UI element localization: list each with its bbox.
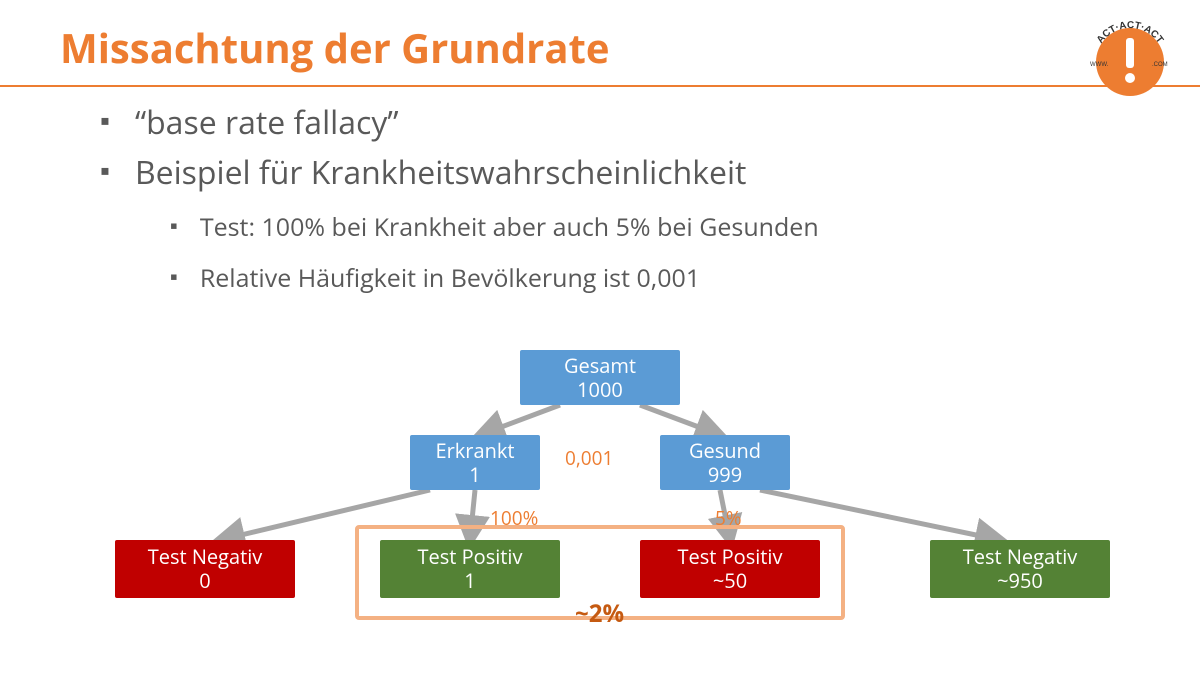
bullet-2b: ▪ Relative Häufigkeit in Bevölkerung ist… [170,262,1140,295]
highlight-text: ~2% [575,597,624,630]
bullet-marker: ▪ [100,102,110,138]
title-underline [0,85,1200,87]
node-neg-healthy: Test Negativ~950 [930,540,1110,598]
bullet-text: Test: 100% bei Krankheit aber auch 5% be… [200,211,819,244]
node-sick: Erkrankt1 [410,435,540,490]
bullet-list: ▪ “base rate fallacy” ▪ Beispiel für Kra… [0,102,1200,294]
slide-title: Missachtung der Grundrate [0,0,1200,85]
bullet-text: “base rate fallacy” [135,102,399,144]
node-root: Gesamt1000 [520,350,680,405]
bullet-2: ▪ Beispiel für Krankheitswahrscheinlichk… [100,152,1140,194]
bullet-2a: ▪ Test: 100% bei Krankheit aber auch 5% … [170,211,1140,244]
act-act-act-logo: ACT·ACT·ACT WWW. .COM [1080,10,1180,110]
bullet-marker: ▪ [170,262,178,291]
bullet-marker: ▪ [100,152,110,188]
node-neg-sick: Test Negativ0 [115,540,295,598]
svg-text:WWW.: WWW. [1090,62,1109,68]
bullet-marker: ▪ [170,211,178,240]
bullet-text: Beispiel für Krankheitswahrscheinlichkei… [135,152,747,194]
edge-label-p-healthy: 5% [715,505,742,531]
node-pos-healthy: Test Positiv~50 [640,540,820,598]
bullet-1: ▪ “base rate fallacy” [100,102,1140,144]
tree-diagram: ~2% Gesamt1000 Erkrankt1 Gesund999 Test … [0,350,1200,670]
edge-label-p-sick: 100% [490,505,538,531]
svg-text:.COM: .COM [1152,62,1168,68]
node-healthy: Gesund999 [660,435,790,490]
edge-label-rate: 0,001 [565,445,613,471]
node-pos-sick: Test Positiv1 [380,540,560,598]
bullet-text: Relative Häufigkeit in Bevölkerung ist 0… [200,262,700,295]
